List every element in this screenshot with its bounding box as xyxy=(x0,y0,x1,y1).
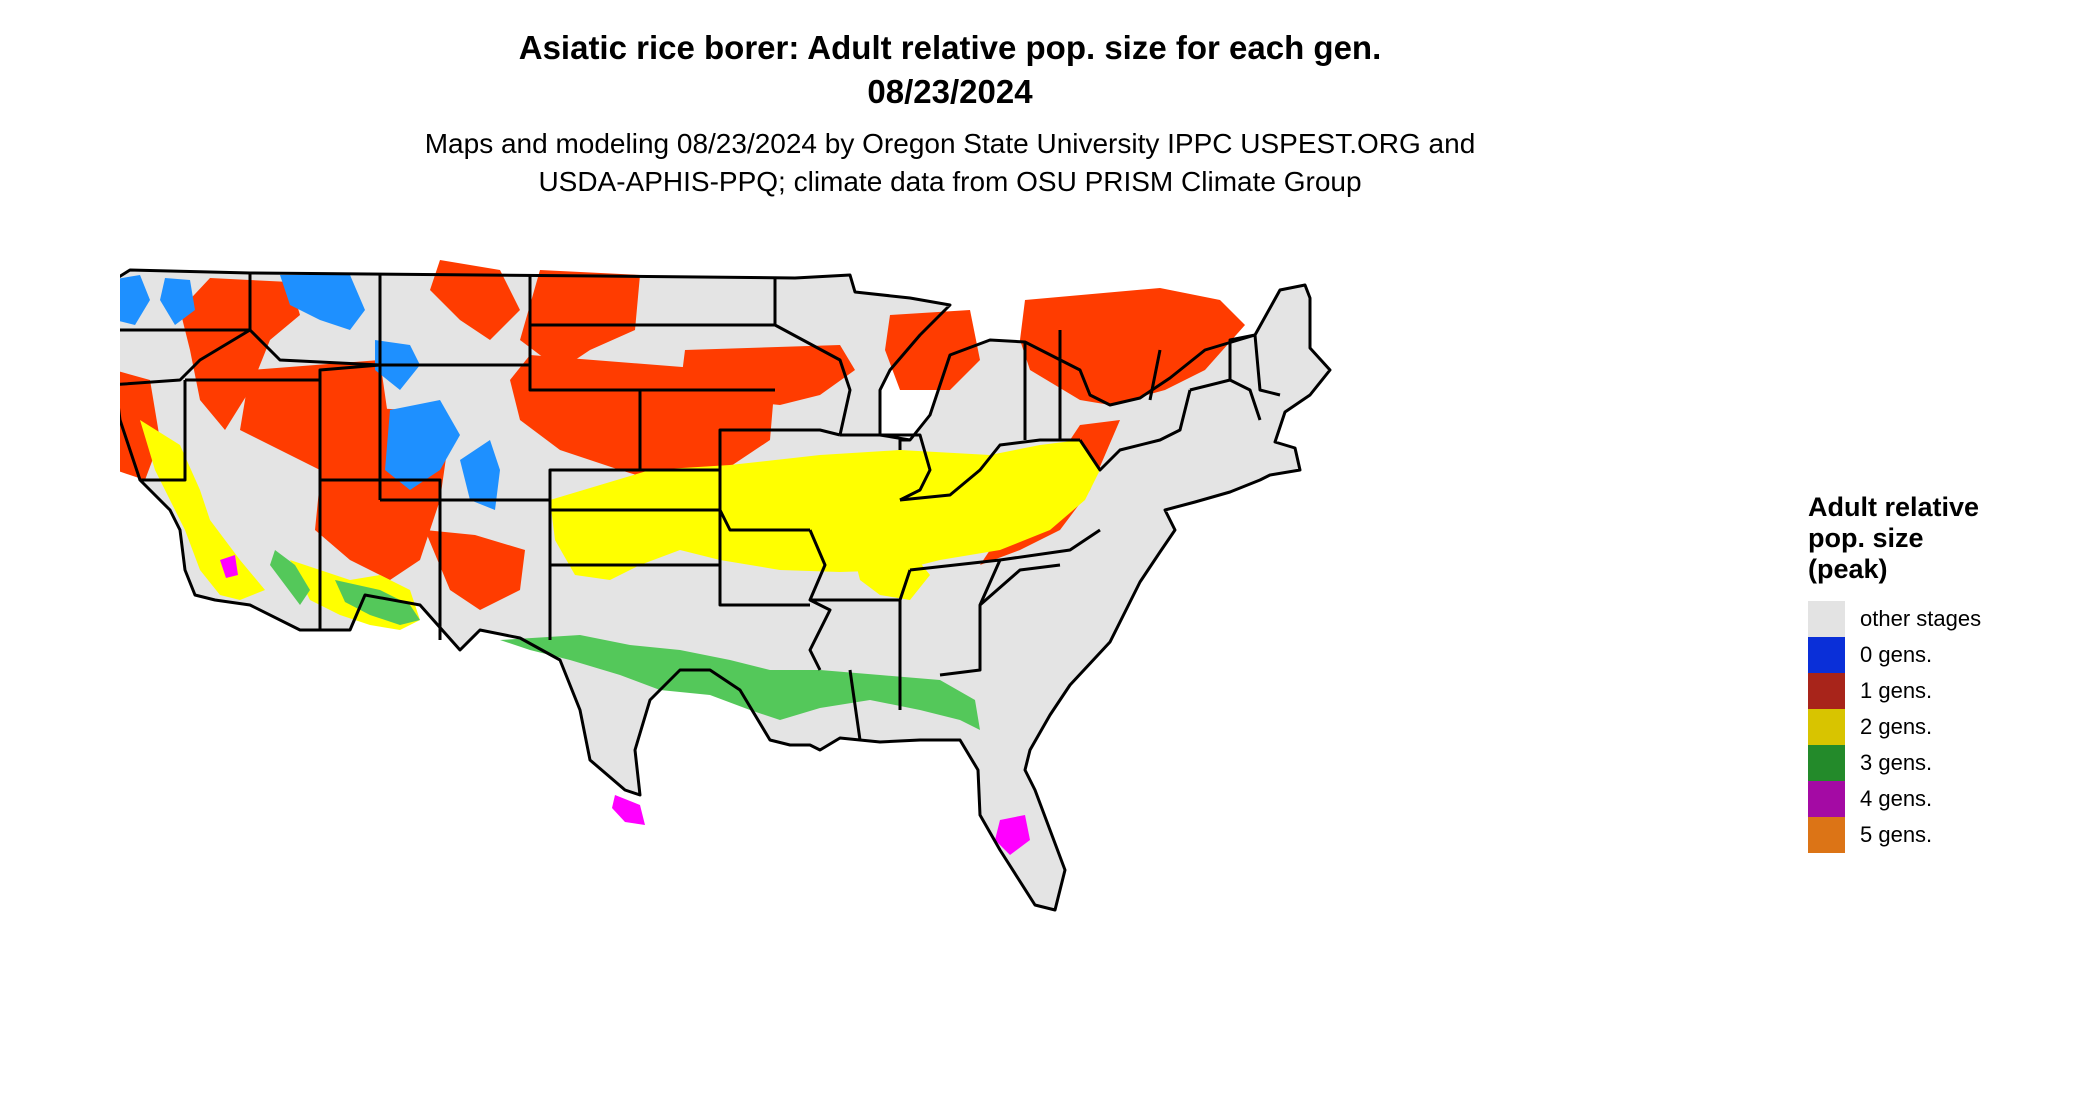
credits-line-2: USDA-APHIS-PPQ; climate data from OSU PR… xyxy=(538,166,1362,197)
legend-title-line: Adult relative xyxy=(1808,492,1980,522)
credits-line-1: Maps and modeling 08/23/2024 by Oregon S… xyxy=(424,128,1476,159)
legend-swatch xyxy=(1808,637,1845,673)
legend-item-1-gens: 1 gens. xyxy=(1808,673,2078,709)
legend-swatch xyxy=(1808,781,1845,817)
state-borders xyxy=(120,268,1332,912)
legend-title-line: (peak) xyxy=(1808,554,1888,584)
us-map xyxy=(120,260,1332,912)
legend-item-5-gens: 5 gens. xyxy=(1808,817,2078,853)
zone-gen0 xyxy=(120,275,500,510)
legend-label: 5 gens. xyxy=(1860,822,1933,847)
zone-gen4 xyxy=(220,555,1030,855)
legend-label: 1 gens. xyxy=(1860,678,1933,703)
legend: Adult relative pop. size (peak) other st… xyxy=(1808,492,2078,853)
zone-gen3 xyxy=(270,550,980,730)
legend-items: other stages 0 gens. 1 gens. 2 gens. 3 g… xyxy=(1808,601,2078,853)
map-title: Asiatic rice borer: Adult relative pop. … xyxy=(518,29,1382,66)
legend-item-4-gens: 4 gens. xyxy=(1808,781,2078,817)
legend-item-other-stages: other stages xyxy=(1808,601,2078,637)
legend-label: 3 gens. xyxy=(1860,750,1933,775)
legend-swatch xyxy=(1808,673,1845,709)
legend-label: 4 gens. xyxy=(1860,786,1933,811)
legend-item-0-gens: 0 gens. xyxy=(1808,637,2078,673)
legend-swatch xyxy=(1808,745,1845,781)
legend-label: other stages xyxy=(1860,606,1982,631)
legend-title: Adult relative pop. size (peak) xyxy=(1808,492,2078,585)
legend-title-line: pop. size xyxy=(1808,523,1924,553)
legend-swatch xyxy=(1808,709,1845,745)
legend-swatch xyxy=(1808,601,1845,637)
legend-swatch xyxy=(1808,817,1845,853)
legend-item-2-gens: 2 gens. xyxy=(1808,709,2078,745)
legend-label: 2 gens. xyxy=(1860,714,1933,739)
map-date: 08/23/2024 xyxy=(867,73,1033,110)
legend-item-3-gens: 3 gens. xyxy=(1808,745,2078,781)
legend-label: 0 gens. xyxy=(1860,642,1933,667)
